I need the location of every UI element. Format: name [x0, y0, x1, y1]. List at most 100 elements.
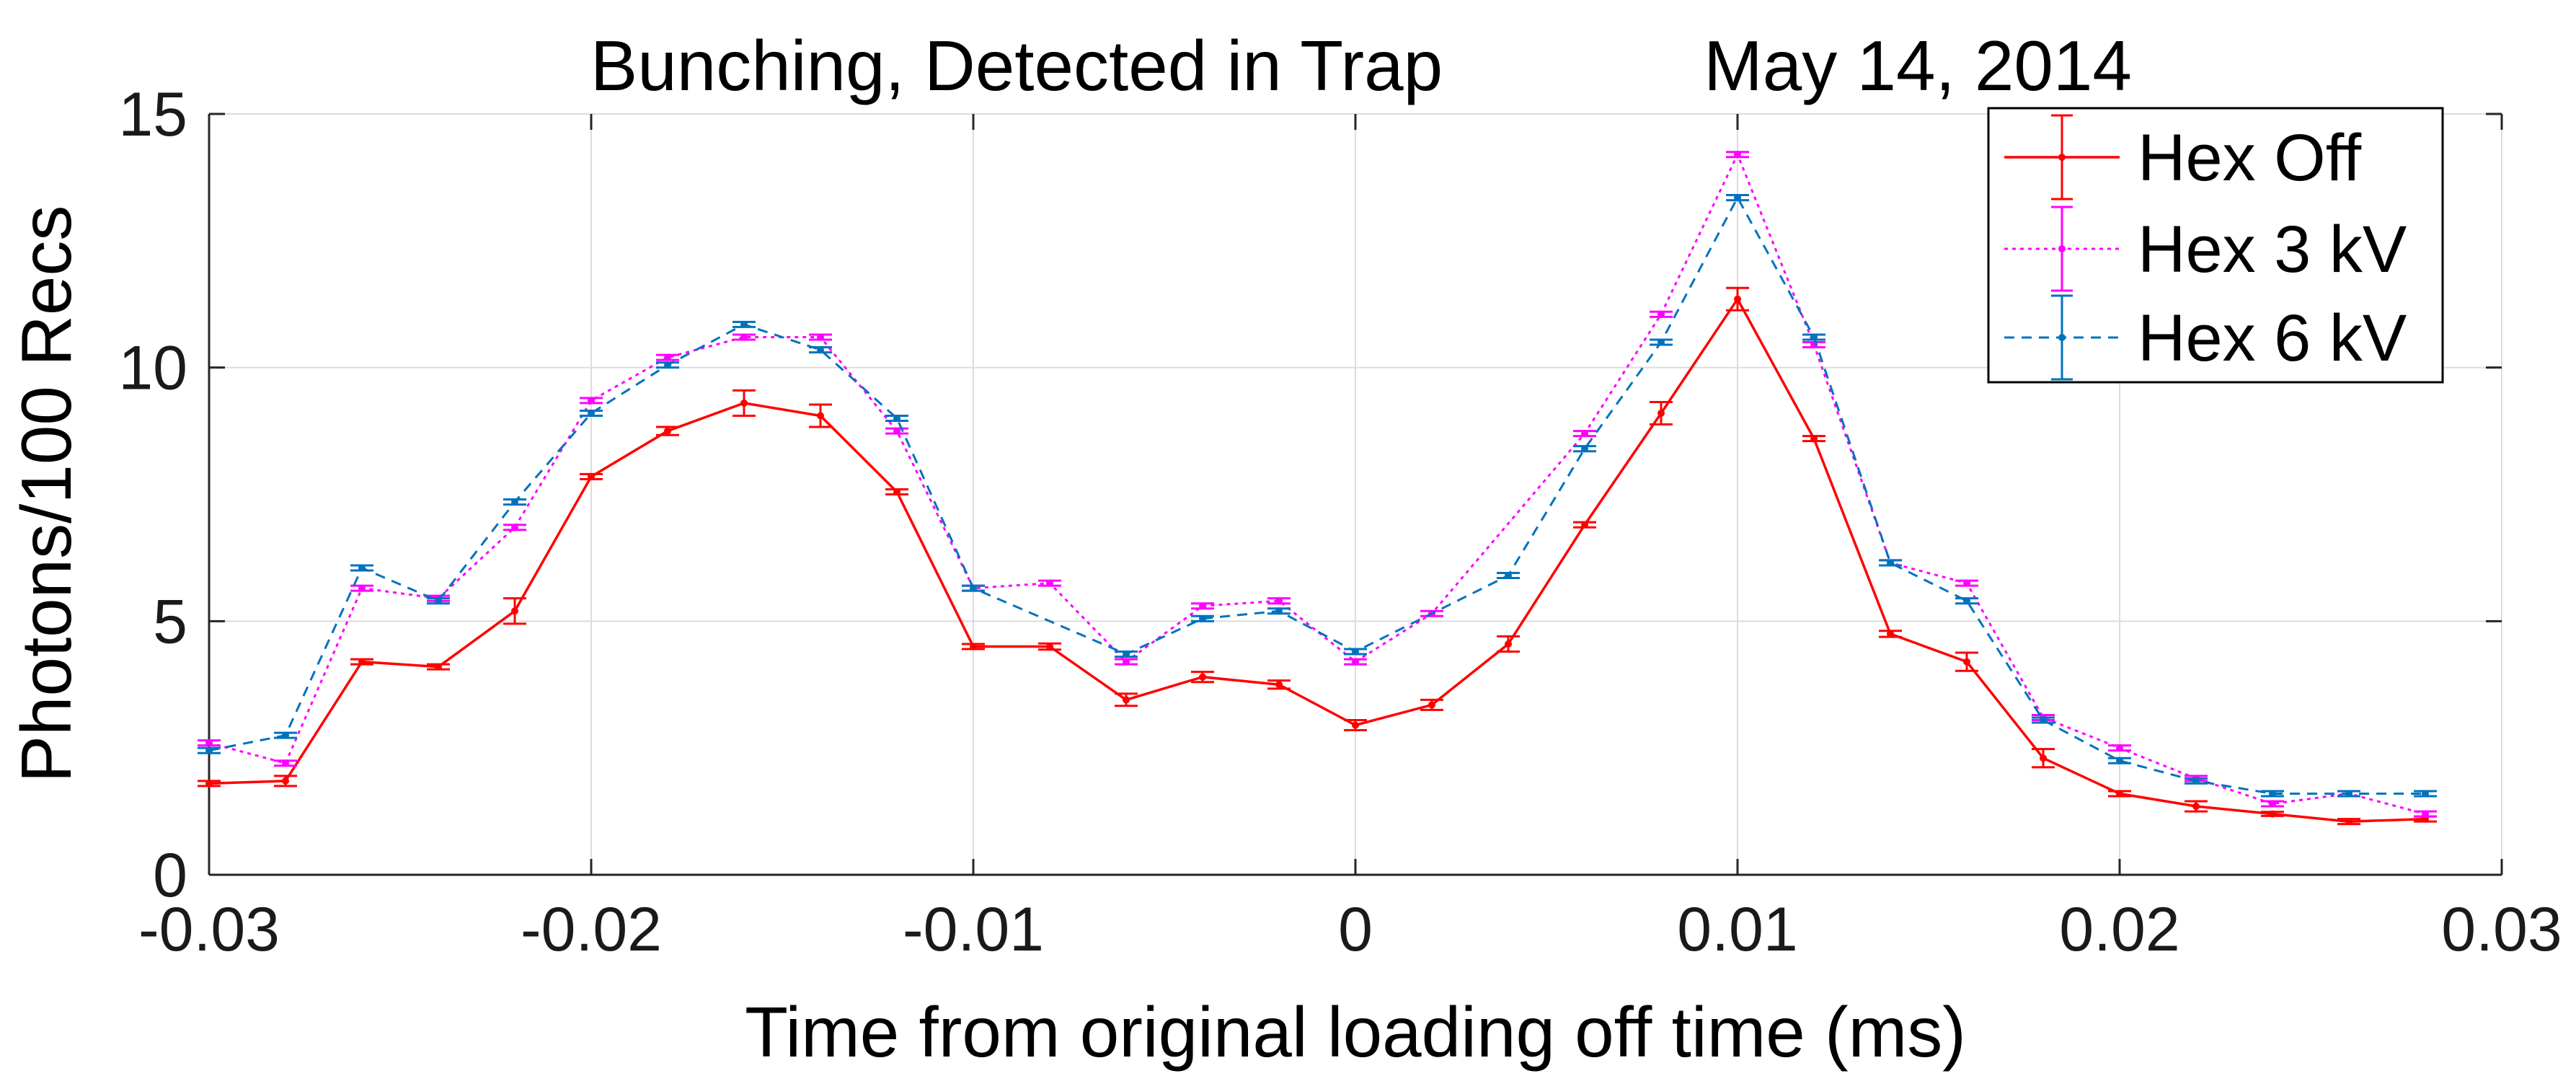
- data-point: [893, 427, 900, 435]
- y-tick-label: 0: [153, 841, 187, 910]
- data-point: [2269, 810, 2276, 818]
- x-tick-label: 0.02: [2059, 895, 2179, 964]
- data-point: [1352, 658, 1359, 666]
- data-point: [2422, 790, 2429, 798]
- series-line: [208, 151, 2426, 816]
- data-point: [2192, 803, 2200, 811]
- data-point: [1046, 579, 1053, 587]
- data-point: [1963, 579, 1970, 587]
- data-point: [1657, 338, 1665, 346]
- chart-title: Bunching, Detected in Trap: [590, 26, 1443, 105]
- legend-label: Hex 6 kV: [2138, 301, 2407, 375]
- data-point: [588, 472, 595, 480]
- x-tick-label: -0.02: [521, 895, 662, 964]
- data-point: [1352, 721, 1359, 729]
- data-point: [1123, 651, 1130, 658]
- legend-marker: [2058, 245, 2066, 252]
- legend-entry: Hex 3 kV: [2004, 206, 2407, 292]
- data-point: [1581, 521, 1588, 529]
- data-point: [2345, 790, 2353, 798]
- x-axis-label: Time from original loading off time (ms): [745, 992, 1966, 1072]
- y-tick-label: 5: [153, 587, 187, 656]
- data-point: [1581, 430, 1588, 438]
- x-axis-ticks: -0.03 -0.02 -0.01 0 0.01 0.02 0.03: [138, 114, 2562, 964]
- x-tick-label: 0: [1338, 895, 1373, 964]
- data-point: [588, 397, 595, 405]
- data-point: [970, 584, 977, 592]
- legend-label: Hex 3 kV: [2138, 213, 2407, 286]
- data-point: [282, 777, 289, 785]
- data-point: [664, 353, 671, 361]
- data-point: [1505, 572, 1512, 580]
- data-point: [1810, 333, 1818, 341]
- data-point: [1275, 607, 1283, 615]
- chart-date: May 14, 2014: [1704, 26, 2132, 105]
- data-point: [358, 564, 366, 572]
- data-point: [2116, 757, 2123, 764]
- series-layer: [198, 151, 2437, 826]
- data-point: [2422, 810, 2429, 818]
- series-line: [208, 296, 2426, 823]
- data-point: [1199, 602, 1206, 610]
- x-tick-label: -0.03: [138, 895, 280, 964]
- data-point: [205, 746, 213, 754]
- x-tick-label: 0.03: [2441, 895, 2562, 964]
- data-point: [511, 498, 518, 506]
- data-point: [1199, 614, 1206, 622]
- data-point: [1734, 194, 1741, 202]
- data-point: [435, 663, 442, 671]
- data-point: [435, 597, 442, 605]
- data-point: [664, 427, 671, 435]
- data-point: [205, 780, 213, 788]
- data-point: [1428, 701, 1435, 709]
- y-tick-label: 15: [118, 80, 187, 149]
- series-hex-6-kv: [198, 194, 2437, 798]
- data-point: [2345, 818, 2353, 826]
- data-point: [1734, 151, 1741, 159]
- data-point: [970, 643, 977, 651]
- legend-label: Hex Off: [2138, 121, 2362, 195]
- data-point: [2269, 800, 2276, 808]
- data-point: [740, 399, 748, 407]
- data-point: [1123, 696, 1130, 704]
- y-tick-label: 10: [118, 334, 187, 403]
- data-point: [2116, 744, 2123, 752]
- data-point: [358, 658, 366, 666]
- data-point: [1887, 559, 1894, 567]
- data-point: [1505, 640, 1512, 648]
- data-point: [2040, 716, 2047, 724]
- data-point: [511, 524, 518, 532]
- data-point: [511, 607, 518, 615]
- data-point: [1275, 597, 1283, 605]
- legend-marker: [2058, 154, 2066, 161]
- data-point: [893, 415, 900, 422]
- legend-entry: Hex 6 kV: [2004, 294, 2407, 381]
- data-point: [358, 584, 366, 592]
- data-point: [1887, 630, 1894, 638]
- x-tick-label: -0.01: [903, 895, 1044, 964]
- data-point: [2269, 790, 2276, 798]
- data-point: [282, 731, 289, 739]
- data-point: [1046, 643, 1053, 651]
- data-point: [817, 333, 824, 341]
- data-point: [817, 412, 824, 420]
- data-point: [205, 739, 213, 747]
- data-point: [588, 409, 595, 417]
- y-axis-label: Photons/100 Recs: [6, 206, 86, 783]
- data-point: [893, 488, 900, 495]
- legend-entry: Hex Off: [2004, 114, 2362, 200]
- data-point: [1963, 658, 1970, 666]
- x-tick-label: 0.01: [1677, 895, 1797, 964]
- data-point: [1275, 681, 1283, 689]
- data-point: [2192, 777, 2200, 785]
- legend-marker: [2058, 334, 2066, 341]
- data-point: [740, 333, 748, 341]
- data-point: [1657, 409, 1665, 417]
- data-point: [1963, 597, 1970, 605]
- y-axis-ticks: 0 5 10 15: [118, 80, 2502, 910]
- series-hex-off: [198, 286, 2437, 826]
- data-point: [817, 346, 824, 354]
- data-point: [282, 759, 289, 767]
- series-line: [208, 195, 2425, 795]
